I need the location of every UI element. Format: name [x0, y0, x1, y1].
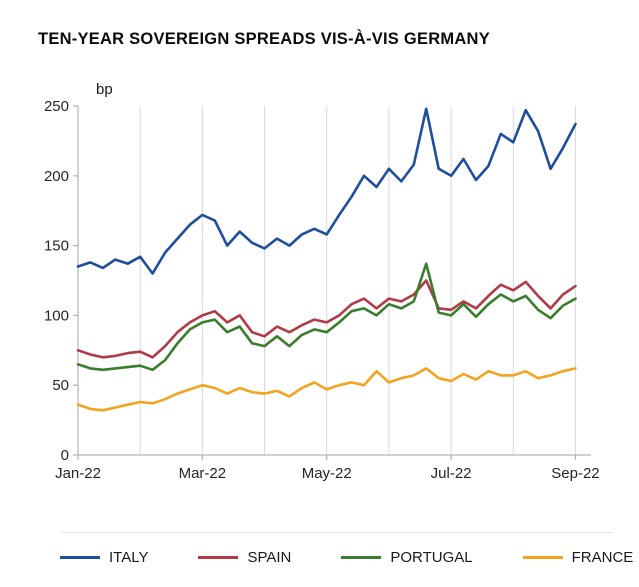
chart-legend: ITALY SPAIN PORTUGAL FRANCE	[60, 532, 633, 566]
y-tick-label: 200	[44, 168, 69, 185]
y-tick-label: 150	[44, 238, 69, 255]
series-line-france	[76, 367, 577, 412]
series-line-spain	[76, 279, 577, 359]
legend-label-portugal: PORTUGAL	[390, 549, 473, 566]
y-tick-label: 100	[44, 307, 69, 324]
chart-svg: 0 50 100 150 200 250 Jan-22 Mar-22 May-22 Jul-22 S…	[44, 98, 600, 482]
legend-item-spain: SPAIN	[198, 549, 291, 566]
chart-area: 0 50 100 150 200 250 Jan-22 Mar-22 May-22 Jul-22 S…	[38, 98, 613, 490]
legend-label-spain: SPAIN	[247, 549, 292, 566]
legend-swatch-italy	[60, 556, 100, 559]
y-axis-unit-label: bp	[96, 81, 113, 98]
x-tick-label: Mar-22	[179, 465, 227, 482]
legend-swatch-france	[522, 556, 563, 559]
x-tick-label: Jan-22	[55, 465, 101, 482]
y-tick-label: 50	[52, 377, 69, 394]
legend-swatch-portugal	[341, 556, 382, 559]
legend-item-france: FRANCE	[522, 549, 634, 566]
x-tick-label: Jul-22	[431, 465, 472, 482]
y-tick-label: 250	[44, 100, 69, 115]
series-line-portugal	[76, 262, 577, 372]
legend-item-portugal: PORTUGAL	[341, 549, 473, 566]
y-tick-label: 0	[61, 447, 69, 464]
legend-label-france: FRANCE	[571, 549, 634, 566]
x-tick-label: May-22	[302, 465, 352, 482]
x-tick-label: Sep-22	[551, 465, 599, 482]
chart-title: TEN-YEAR SOVEREIGN SPREADS VIS-À-VIS GER…	[38, 30, 490, 48]
series-line-italy	[76, 107, 577, 275]
legend-swatch-spain	[198, 556, 239, 559]
legend-item-italy: ITALY	[60, 549, 148, 566]
legend-label-italy: ITALY	[109, 549, 149, 566]
